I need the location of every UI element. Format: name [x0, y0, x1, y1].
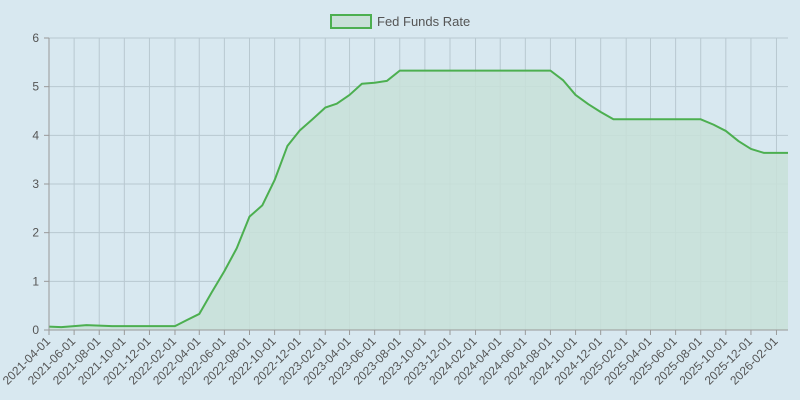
y-tick-label: 4	[32, 128, 39, 142]
series-fill	[49, 70, 788, 331]
y-tick-label: 1	[32, 274, 39, 288]
y-tick-label: 5	[32, 80, 39, 94]
y-tick-label: 2	[32, 226, 39, 240]
legend: Fed Funds Rate	[330, 14, 470, 29]
x-axis-ticks: 2021-04-012021-06-012021-08-012021-10-01…	[0, 330, 781, 388]
series-line	[48, 69, 788, 329]
legend-swatch	[330, 14, 372, 29]
legend-label: Fed Funds Rate	[377, 14, 470, 29]
y-tick-label: 3	[32, 177, 39, 191]
series-area	[48, 69, 788, 331]
y-axis-ticks: 0 1 2 3 4 5 6	[32, 31, 49, 337]
y-tick-label: 6	[32, 31, 39, 45]
y-tick-label: 0	[32, 323, 39, 337]
